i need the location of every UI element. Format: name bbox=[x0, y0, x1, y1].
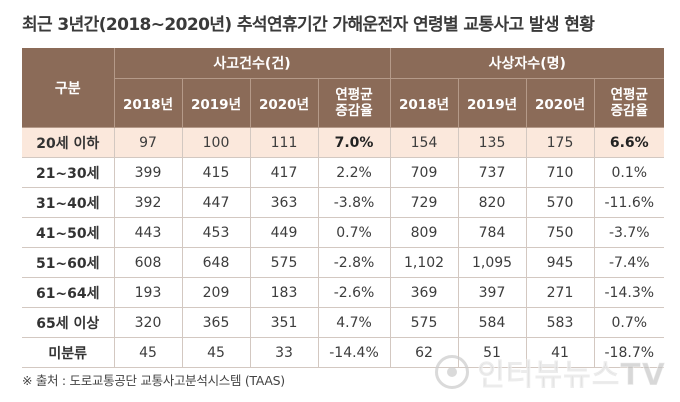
table-cell: 351 bbox=[250, 307, 319, 338]
table-cell: -7.4% bbox=[594, 247, 665, 278]
table-cell: -14.3% bbox=[594, 277, 665, 308]
table-cell: -3.8% bbox=[318, 187, 391, 218]
table-cell: 0.7% bbox=[594, 307, 665, 338]
table-cell: 608 bbox=[114, 247, 183, 278]
group-header-casualties: 사상자수(명) bbox=[390, 48, 665, 79]
table-cell: 45 bbox=[114, 337, 183, 368]
table-cell: 784 bbox=[458, 217, 527, 248]
row-label: 61~64세 bbox=[22, 277, 115, 308]
table-cell: 710 bbox=[526, 157, 595, 188]
table-cell: -2.6% bbox=[318, 277, 391, 308]
table-cell: 575 bbox=[250, 247, 319, 278]
row-label: 21~30세 bbox=[22, 157, 115, 188]
row-label: 41~50세 bbox=[22, 217, 115, 248]
table-cell: 135 bbox=[458, 127, 527, 158]
table-cell: 570 bbox=[526, 187, 595, 218]
table-cell: 392 bbox=[114, 187, 183, 218]
table-cell: -11.6% bbox=[594, 187, 665, 218]
table-row: 41~50세 443 453 449 0.7% 809 784 750 -3.7% bbox=[22, 217, 665, 248]
table-cell: 415 bbox=[182, 157, 251, 188]
table-cell: 2.2% bbox=[318, 157, 391, 188]
table-cell: 648 bbox=[182, 247, 251, 278]
table-cell: -2.8% bbox=[318, 247, 391, 278]
watermark: 인터뷰뉴스TV bbox=[435, 350, 666, 394]
table-cell: 575 bbox=[390, 307, 459, 338]
table-cell: 183 bbox=[250, 277, 319, 308]
row-label: 65세 이상 bbox=[22, 307, 115, 338]
rate-header: 연평균 증감율 bbox=[594, 78, 665, 128]
table-cell: 0.1% bbox=[594, 157, 665, 188]
group-header-accidents: 사고건수(건) bbox=[114, 48, 391, 79]
row-label: 20세 이하 bbox=[22, 127, 115, 158]
year-header: 2020년 bbox=[526, 78, 595, 128]
table-row: 미분류 45 45 33 -14.4% 62 51 41 -18.7% bbox=[22, 337, 665, 368]
table-cell: 365 bbox=[182, 307, 251, 338]
table-cell: 583 bbox=[526, 307, 595, 338]
table-cell: 809 bbox=[390, 217, 459, 248]
table-cell: 369 bbox=[390, 277, 459, 308]
table-cell: 175 bbox=[526, 127, 595, 158]
table-cell: 449 bbox=[250, 217, 319, 248]
table-cell: -3.7% bbox=[594, 217, 665, 248]
label-header: 구분 bbox=[22, 48, 115, 128]
watermark-logo-icon bbox=[435, 355, 470, 389]
table-cell: 453 bbox=[182, 217, 251, 248]
table-body: 20세 이하 97 100 111 7.0% 154 135 175 6.6% 21~30세 399… bbox=[22, 127, 665, 368]
table-row: 51~60세 608 648 575 -2.8% 1,102 1,095 945 -7.4% bbox=[22, 247, 665, 278]
row-label: 31~40세 bbox=[22, 187, 115, 218]
table-cell: 271 bbox=[526, 277, 595, 308]
table-cell: 945 bbox=[526, 247, 595, 278]
table-row: 65세 이상 320 365 351 4.7% 575 584 583 0.7% bbox=[22, 307, 665, 338]
table-cell: 209 bbox=[182, 277, 251, 308]
table-cell: 111 bbox=[250, 127, 319, 158]
source-note: ※ 출처 : 도로교통공단 교통사고분석시스템 (TAAS) bbox=[22, 373, 285, 388]
table-cell: 320 bbox=[114, 307, 183, 338]
table-cell: 584 bbox=[458, 307, 527, 338]
table-row: 61~64세 193 209 183 -2.6% 369 397 271 -14.3% bbox=[22, 277, 665, 308]
year-header: 2019년 bbox=[458, 78, 527, 128]
table-cell: 100 bbox=[182, 127, 251, 158]
table-cell: 729 bbox=[390, 187, 459, 218]
table-cell: 4.7% bbox=[318, 307, 391, 338]
table-row: 21~30세 399 415 417 2.2% 709 737 710 0.1% bbox=[22, 157, 665, 188]
year-header: 2018년 bbox=[390, 78, 459, 128]
table-cell: 709 bbox=[390, 157, 459, 188]
table-cell: 399 bbox=[114, 157, 183, 188]
table-cell: 443 bbox=[114, 217, 183, 248]
row-label: 미분류 bbox=[22, 337, 115, 368]
table-cell: 33 bbox=[250, 337, 319, 368]
table-cell: 41 bbox=[526, 337, 595, 368]
table-cell: -14.4% bbox=[318, 337, 391, 368]
rate-header: 연평균 증감율 bbox=[318, 78, 391, 128]
accident-table: 구분 사고건수(건) 사상자수(명) 2018년 2019년 2020년 연평균… bbox=[22, 48, 665, 368]
table-row: 20세 이하 97 100 111 7.0% 154 135 175 6.6% bbox=[22, 127, 665, 158]
table-cell: 1,102 bbox=[390, 247, 459, 278]
table-cell: 750 bbox=[526, 217, 595, 248]
table-cell: 45 bbox=[182, 337, 251, 368]
year-header: 2018년 bbox=[114, 78, 183, 128]
table-cell: 7.0% bbox=[318, 127, 391, 158]
table-cell: 820 bbox=[458, 187, 527, 218]
table-cell: 97 bbox=[114, 127, 183, 158]
table-cell: 154 bbox=[390, 127, 459, 158]
page-title: 최근 3년간(2018~2020년) 추석연휴기간 가해운전자 연령별 교통사고… bbox=[22, 15, 595, 35]
year-header: 2019년 bbox=[182, 78, 251, 128]
table-cell: 1,095 bbox=[458, 247, 527, 278]
table-cell: 363 bbox=[250, 187, 319, 218]
table-cell: 0.7% bbox=[318, 217, 391, 248]
table-cell: 193 bbox=[114, 277, 183, 308]
table-cell: 51 bbox=[458, 337, 527, 368]
table-cell: 447 bbox=[182, 187, 251, 218]
row-label: 51~60세 bbox=[22, 247, 115, 278]
table-cell: 417 bbox=[250, 157, 319, 188]
table-cell: 737 bbox=[458, 157, 527, 188]
year-header: 2020년 bbox=[250, 78, 319, 128]
table-cell: -18.7% bbox=[594, 337, 665, 368]
table-cell: 397 bbox=[458, 277, 527, 308]
table-cell: 6.6% bbox=[594, 127, 665, 158]
watermark-text: 인터뷰뉴스TV bbox=[477, 358, 666, 394]
table-row: 31~40세 392 447 363 -3.8% 729 820 570 -11.6% bbox=[22, 187, 665, 218]
